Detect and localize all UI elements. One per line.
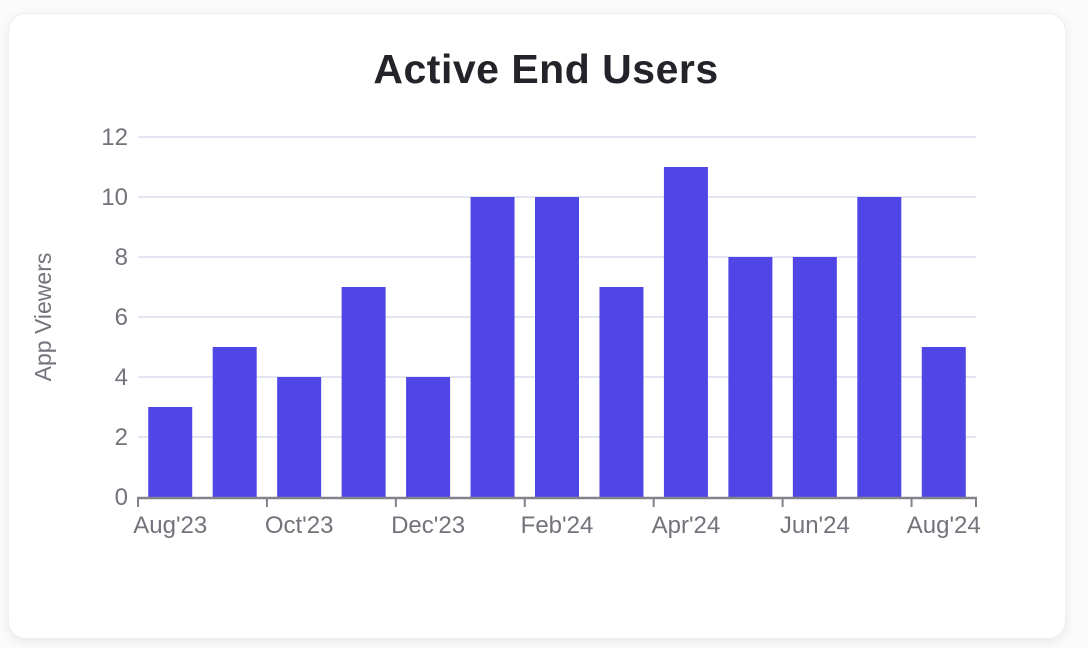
x-axis-tick-label: Jun'24: [780, 512, 850, 539]
y-axis-tick-label: 2: [115, 424, 128, 451]
bar-may-24[interactable]: [728, 257, 773, 497]
y-axis-tick-label: 8: [115, 244, 128, 271]
chart-title: Active End Users: [373, 46, 719, 92]
x-axis-tick-label: Apr'24: [652, 512, 721, 539]
bar-aug-24[interactable]: [921, 347, 966, 497]
bar-sep-23[interactable]: [212, 347, 257, 497]
bar-chart[interactable]: App Viewers 0 2 4 6 8 10 12 Aug'23 Oct'23 Dec'23 F…: [9, 109, 1067, 589]
bar-aug-23[interactable]: [148, 407, 193, 497]
bar-nov-23[interactable]: [341, 287, 386, 497]
x-axis-tick-label: Oct'23: [265, 512, 334, 539]
y-axis-tick-label: 4: [115, 364, 128, 391]
y-axis-tick-label: 10: [101, 184, 128, 211]
bar-dec-23[interactable]: [406, 377, 451, 497]
bar-apr-24[interactable]: [663, 167, 708, 497]
y-axis-title: App Viewers: [30, 253, 56, 382]
x-axis-tick-label: Feb'24: [521, 512, 594, 539]
bar-oct-23[interactable]: [277, 377, 322, 497]
x-axis-tick-label: Aug'23: [133, 512, 207, 539]
x-axis-tick-label: Aug'24: [907, 512, 981, 539]
bar-jul-24[interactable]: [857, 197, 902, 497]
x-axis-tick-label: Dec'23: [391, 512, 465, 539]
bar-jun-24[interactable]: [792, 257, 837, 497]
bar-mar-24[interactable]: [599, 287, 644, 497]
bar-feb-24[interactable]: [535, 197, 579, 497]
y-axis-tick-label: 6: [115, 304, 128, 331]
y-axis-tick-label: 0: [115, 484, 128, 511]
chart-card: Active End Users App Viewers 0 2 4 6 8 10 12 Au…: [8, 13, 1066, 639]
y-axis-tick-label: 12: [101, 124, 128, 151]
bar-jan-24[interactable]: [470, 197, 515, 497]
